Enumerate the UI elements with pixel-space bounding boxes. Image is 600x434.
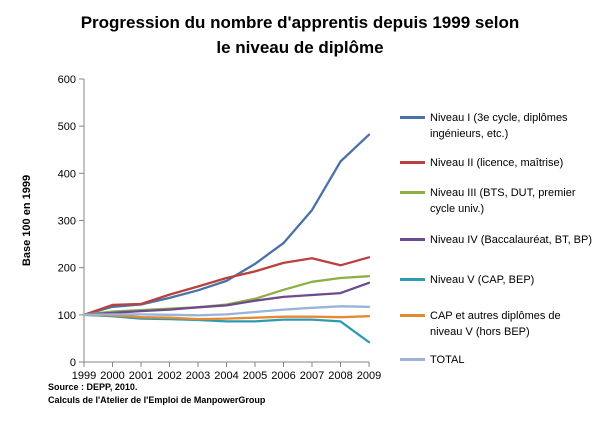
x-tick-label: 2001 bbox=[129, 370, 153, 382]
x-tick-label: 2005 bbox=[243, 370, 267, 382]
source-line-2: Calculs de l'Atelier de l'Emploi de Manp… bbox=[48, 395, 266, 405]
series-line-4 bbox=[82, 281, 371, 316]
x-tick-label: 2009 bbox=[357, 370, 381, 382]
series-line-6 bbox=[82, 313, 371, 321]
x-tick-label: 2008 bbox=[328, 370, 352, 382]
x-tick-label: 2000 bbox=[100, 370, 124, 382]
x-tick-label: 2006 bbox=[271, 370, 295, 382]
chart-title: Progression du nombre d'apprentis depuis… bbox=[0, 10, 600, 60]
legend-swatch bbox=[400, 238, 425, 241]
source-note: Source : DEPP, 2010. Calculs de l'Atelie… bbox=[48, 381, 265, 407]
x-tick-label: 1999 bbox=[72, 370, 96, 382]
legend-label: Niveau I (3e cycle, diplômes ingénieurs,… bbox=[430, 112, 568, 140]
x-tick-label: 2007 bbox=[300, 370, 324, 382]
legend-swatch bbox=[400, 161, 425, 164]
chart-axes: 0 100 200 300 400 500 600 1999 2000 2001 2002 2003 2… bbox=[21, 74, 381, 382]
y-tick-label: 100 bbox=[58, 310, 76, 322]
legend-label: Niveau III (BTS, DUT, premier cycle univ… bbox=[430, 187, 576, 215]
legend-swatch bbox=[400, 191, 425, 194]
x-tick-label: 2003 bbox=[186, 370, 210, 382]
chart-title-line-2: le niveau de diplôme bbox=[216, 38, 384, 57]
legend-label: Niveau V (CAP, BEP) bbox=[430, 274, 535, 286]
legend-swatch bbox=[400, 116, 425, 119]
x-tick-label: 2002 bbox=[157, 370, 181, 382]
legend-swatch bbox=[400, 358, 425, 361]
series-line-2 bbox=[82, 256, 371, 316]
series-line-1 bbox=[82, 133, 371, 316]
y-tick-label: 300 bbox=[58, 216, 76, 228]
series-line-5 bbox=[82, 313, 371, 344]
legend-label: CAP et autres diplômes de niveau V (hors… bbox=[430, 310, 561, 338]
legend-label: Niveau IV (Baccalauréat, BT, BP) bbox=[430, 234, 593, 246]
y-axis-title: Base 100 en 1999 bbox=[21, 175, 33, 266]
legend-label: Niveau II (licence, maîtrise) bbox=[430, 157, 564, 169]
y-tick-label: 0 bbox=[70, 357, 76, 369]
legend-label: TOTAL bbox=[430, 354, 465, 366]
y-tick-label: 400 bbox=[58, 168, 76, 180]
chart-title-line-1: Progression du nombre d'apprentis depuis… bbox=[80, 13, 520, 32]
x-tick-label: 2004 bbox=[214, 370, 238, 382]
legend-swatch bbox=[400, 314, 425, 317]
y-tick-label: 500 bbox=[58, 121, 76, 133]
legend-swatch bbox=[400, 278, 425, 281]
source-line-1: Source : DEPP, 2010. bbox=[48, 382, 138, 392]
y-tick-label: 200 bbox=[58, 263, 76, 275]
series-line-7 bbox=[82, 305, 371, 317]
chart-series-lines bbox=[82, 133, 371, 344]
y-tick-label: 600 bbox=[58, 74, 76, 86]
